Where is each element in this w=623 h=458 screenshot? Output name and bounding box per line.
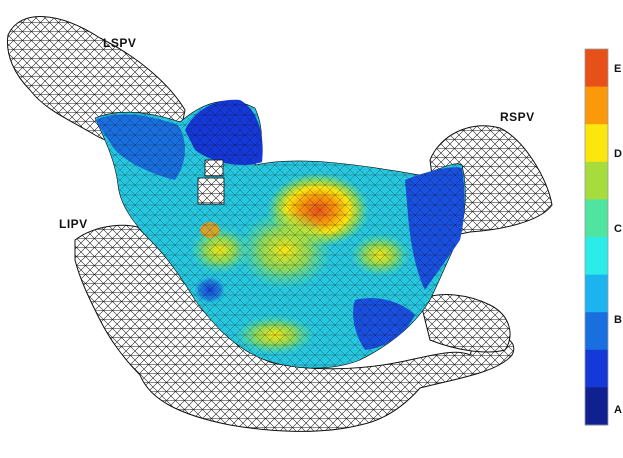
- colorbar-tick-c: C: [614, 223, 622, 235]
- colorbar-tick-b: B: [614, 314, 622, 326]
- colorbar-border: [584, 48, 609, 426]
- colorbar-segment: [585, 161, 608, 200]
- label-lipv: LIPV: [59, 217, 88, 231]
- colorbar-segment: [585, 349, 608, 388]
- label-lspv: LSPV: [103, 36, 137, 50]
- colorbar-segment: [585, 387, 608, 426]
- colorbar-tick-e: E: [614, 63, 622, 75]
- colorbar-segment: [585, 274, 608, 313]
- colorbar-segment: [585, 312, 608, 351]
- label-rspv: RSPV: [500, 110, 535, 124]
- colorbar-tick-d: D: [614, 148, 622, 160]
- colorbar-segment: [585, 86, 608, 125]
- colorbar-tick-a: A: [614, 404, 622, 416]
- colorbar-segment: [585, 237, 608, 276]
- colorbar-segment: [585, 199, 608, 238]
- activation-map-region: [94, 99, 466, 369]
- mesh-hole-1: [197, 177, 225, 205]
- colorbar-segment: [585, 49, 608, 88]
- colorbar-segment: [585, 124, 608, 163]
- right-lobe-wireframe: [419, 294, 511, 353]
- mesh-hole-2: [204, 159, 224, 177]
- colorbar: [584, 48, 609, 426]
- mapped-surface-wire: [95, 100, 466, 369]
